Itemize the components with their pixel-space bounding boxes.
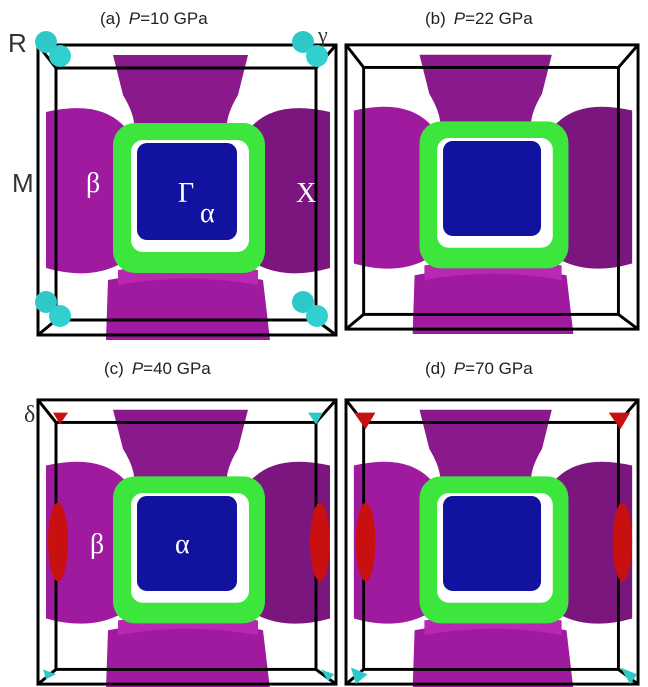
panel-title: (a) P=10 GPa: [100, 9, 208, 28]
title-part: =40 GPa: [143, 359, 211, 378]
panel-title: (d) P=70 GPa: [425, 359, 533, 378]
point-label: X: [296, 178, 316, 209]
title-part: (d): [425, 359, 446, 378]
title-part: (c): [104, 359, 124, 378]
point-label: R: [8, 28, 27, 58]
title-part: P: [454, 9, 466, 28]
title-part: P: [132, 359, 144, 378]
fermi-surface-c: [36, 398, 338, 687]
sheet-label: α: [200, 198, 215, 229]
point-label: γ: [317, 22, 328, 47]
sheet-label: β: [86, 168, 100, 199]
title-part: P: [454, 359, 466, 378]
point-label: Γ: [178, 178, 194, 209]
title-part: (b): [425, 9, 446, 28]
panel-title: (b) P=22 GPa: [425, 9, 533, 28]
fermi-surface-b: [344, 43, 640, 336]
title-part: =22 GPa: [465, 9, 533, 28]
sheet-label: δ: [24, 402, 35, 428]
title-part: (a): [100, 9, 121, 28]
sheet-label: β: [90, 529, 104, 560]
fermi-surface-d: [344, 398, 640, 687]
panel-title: (c) P=40 GPa: [104, 359, 211, 378]
title-part: =10 GPa: [140, 9, 208, 28]
point-label: M: [12, 168, 34, 198]
title-part: =70 GPa: [465, 359, 533, 378]
sheet-label: α: [175, 529, 190, 560]
title-part: P: [129, 9, 141, 28]
